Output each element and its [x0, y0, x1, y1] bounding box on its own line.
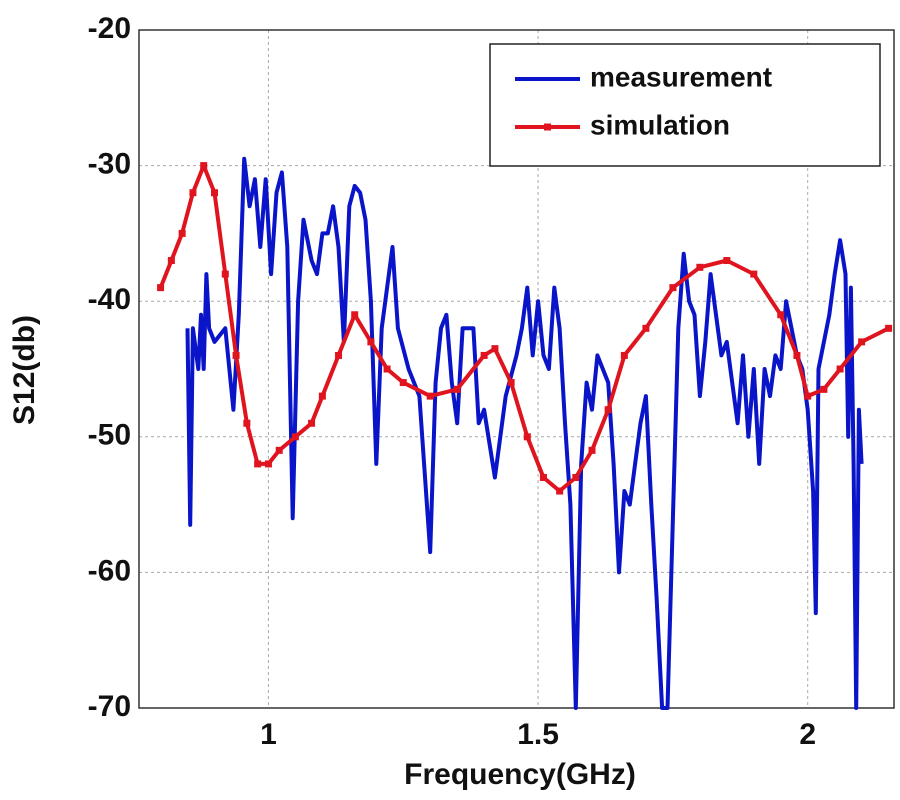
series-marker: [335, 351, 343, 359]
series-marker: [275, 446, 283, 454]
series-marker: [523, 433, 531, 441]
series-marker: [604, 406, 612, 414]
series-line: [185, 156, 864, 710]
series-marker: [491, 345, 499, 353]
series-marker: [200, 162, 208, 170]
series-marker: [232, 351, 240, 359]
series-marker: [367, 338, 375, 346]
x-tick-label: 1: [260, 718, 277, 751]
legend-label: simulation: [590, 109, 730, 140]
series-marker: [750, 270, 758, 278]
series-marker: [620, 351, 628, 359]
series-marker: [291, 433, 299, 441]
y-tick-label: -20: [88, 12, 131, 45]
series-marker: [211, 189, 218, 197]
series-marker: [178, 229, 186, 237]
y-axis-label: S12(db): [8, 315, 41, 425]
series-marker: [480, 351, 488, 359]
series-marker: [221, 270, 229, 278]
series-marker: [318, 392, 326, 400]
y-tick-label: -50: [88, 419, 131, 452]
series-marker: [383, 365, 391, 373]
series-marker: [669, 284, 677, 292]
series-marker: [157, 284, 165, 292]
legend-marker: [544, 123, 551, 131]
series-marker: [453, 385, 461, 393]
plot-frame: [138, 29, 895, 709]
legend-label: measurement: [590, 61, 772, 92]
y-tick-label: -30: [88, 148, 131, 181]
series-marker: [696, 263, 704, 271]
legend-box: [489, 43, 881, 167]
series-marker: [858, 338, 866, 346]
series-marker: [820, 385, 828, 393]
series-marker: [399, 379, 407, 387]
y-tick-label: -60: [88, 554, 131, 587]
y-tick-label: -70: [88, 690, 131, 723]
series-marker: [308, 419, 316, 427]
y-tick-label: -40: [88, 283, 131, 316]
series-marker: [777, 311, 785, 319]
series-marker: [723, 257, 731, 265]
x-axis-label: Frequency(GHz): [404, 758, 636, 791]
series-marker: [507, 379, 515, 387]
series-marker: [189, 189, 197, 197]
series-marker: [836, 365, 844, 373]
series-marker: [426, 392, 434, 400]
legend: measurement simulation: [489, 43, 881, 167]
series-marker: [588, 446, 596, 454]
series-marker: [885, 324, 893, 332]
series-marker: [351, 311, 359, 319]
series-marker: [793, 351, 801, 359]
series-marker: [572, 473, 580, 481]
series-line: [158, 163, 890, 493]
x-tick-label: 2: [799, 718, 816, 751]
series-marker: [167, 257, 175, 265]
series-marker: [243, 419, 251, 427]
series-marker: [254, 460, 262, 468]
x-tick-label: 1.5: [517, 718, 559, 751]
series-marker: [539, 473, 547, 481]
series-marker: [264, 460, 272, 468]
series-marker: [556, 487, 564, 495]
series-marker: [642, 324, 650, 332]
series-marker: [804, 392, 812, 400]
